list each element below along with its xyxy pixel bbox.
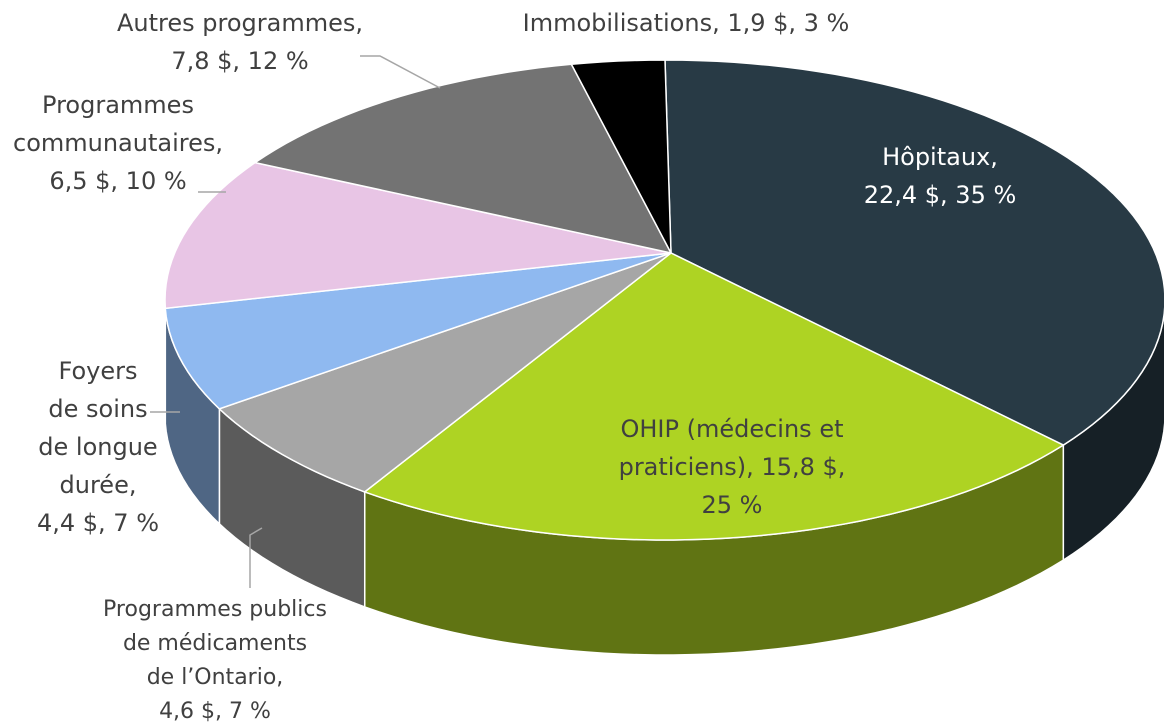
leader-lines bbox=[150, 55, 441, 588]
data-label: Programmes publics de médicaments de l’Ont… bbox=[103, 597, 327, 724]
slice bbox=[164, 161, 672, 310]
data-label-line: Programmes publics bbox=[103, 597, 327, 622]
data-label-line: Autres programmes, bbox=[117, 9, 363, 37]
data-label-line: communautaires, bbox=[13, 129, 223, 157]
data-label-line: praticiens), 15,8 $, bbox=[619, 453, 846, 481]
slice bbox=[253, 63, 673, 255]
data-label-line: de soins bbox=[48, 395, 147, 423]
data-label-line: de longue bbox=[38, 433, 157, 461]
data-label: Programmes communautaires, 6,5 $, 10 % bbox=[13, 91, 223, 195]
data-label: Autres programmes, 7,8 $, 12 % bbox=[117, 9, 363, 75]
data-label-line: Hôpitaux, bbox=[882, 143, 998, 171]
data-label-line: Programmes bbox=[42, 91, 194, 119]
sides bbox=[164, 299, 1164, 656]
data-label-line: Immobilisations, 1,9 $, 3 % bbox=[523, 9, 850, 37]
data-label-line: 4,6 $, 7 % bbox=[159, 699, 271, 724]
slice bbox=[164, 252, 672, 410]
tops bbox=[164, 59, 1164, 541]
data-label-line: 7,8 $, 12 % bbox=[171, 47, 308, 75]
data-label-line: de médicaments bbox=[123, 631, 307, 656]
data-label: Immobilisations, 1,9 $, 3 % bbox=[523, 9, 850, 37]
data-label-line: 6,5 $, 10 % bbox=[49, 167, 186, 195]
leader-line bbox=[360, 55, 441, 89]
leader-line bbox=[249, 527, 263, 588]
data-label-line: 4,4 $, 7 % bbox=[37, 509, 159, 537]
data-label-line: 25 % bbox=[702, 491, 763, 519]
slice bbox=[664, 59, 1164, 446]
slice bbox=[217, 252, 672, 493]
data-label-line: OHIP (médecins et bbox=[620, 415, 843, 443]
data-label: Hôpitaux, 22,4 $, 35 % bbox=[864, 143, 1017, 209]
data-label-line: 22,4 $, 35 % bbox=[864, 181, 1017, 209]
data-label-line: durée, bbox=[60, 471, 137, 499]
data-label: OHIP (médecins et praticiens), 15,8 $, 25 … bbox=[619, 415, 846, 519]
data-label: Foyers de soins de longue durée, 4,4 $, 7 % bbox=[37, 357, 159, 537]
data-label-line: de l’Ontario, bbox=[147, 665, 284, 690]
slice bbox=[570, 59, 672, 254]
data-label-line: Foyers bbox=[59, 357, 138, 385]
slice bbox=[363, 252, 1065, 541]
